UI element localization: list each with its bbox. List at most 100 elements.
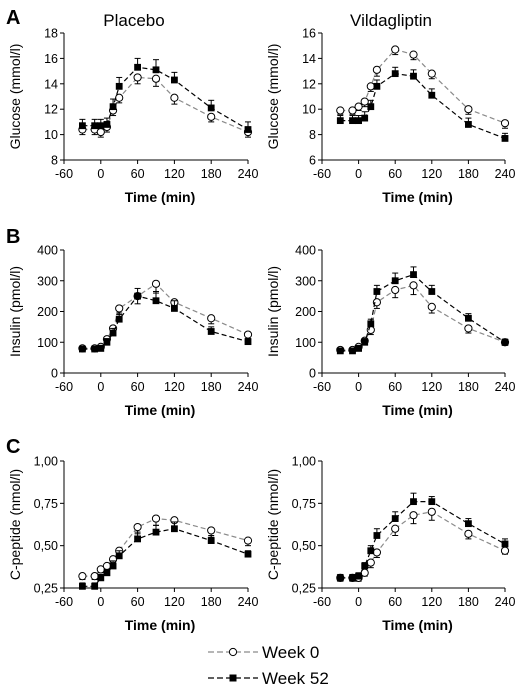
data-point-week0 xyxy=(372,548,381,557)
x-tick-label: 120 xyxy=(421,380,442,394)
data-point-week0 xyxy=(409,281,418,290)
data-point-week52 xyxy=(410,72,417,80)
data-point-week0 xyxy=(207,112,216,121)
data-point-week52 xyxy=(501,338,509,346)
y-tick-label: 100 xyxy=(295,336,316,350)
data-point-week52 xyxy=(501,540,509,548)
data-point-week0 xyxy=(133,522,142,532)
x-tick-label: -60 xyxy=(55,595,73,609)
data-point-week0 xyxy=(366,558,375,567)
x-axis-title: Time (min) xyxy=(125,402,196,418)
data-point-week0 xyxy=(151,74,161,83)
data-point-week52 xyxy=(152,297,160,305)
data-point-week52 xyxy=(91,582,99,590)
x-tick-label: 0 xyxy=(355,380,362,394)
x-tick-label: 180 xyxy=(201,167,222,181)
y-axis-title: Glucose (mmol/l) xyxy=(7,44,23,150)
data-point-week0 xyxy=(90,572,99,581)
data-point-week52 xyxy=(373,82,381,90)
data-point-week0 xyxy=(409,511,418,520)
data-point-week52 xyxy=(79,345,86,353)
data-point-week0 xyxy=(464,105,473,114)
y-tick-label: 400 xyxy=(295,244,316,258)
data-point-week0 xyxy=(102,561,112,571)
data-point-week52 xyxy=(134,63,141,71)
data-point-week52 xyxy=(152,528,160,536)
data-point-week52 xyxy=(79,582,86,590)
x-tick-label: 240 xyxy=(495,380,516,394)
data-point-week0 xyxy=(500,119,510,128)
y-tick-label: 400 xyxy=(37,244,58,258)
x-tick-label: 0 xyxy=(355,167,362,181)
data-point-week0 xyxy=(409,50,418,59)
x-axis-title: Time (min) xyxy=(382,617,453,633)
y-tick-label: 300 xyxy=(295,274,316,288)
data-point-week52 xyxy=(171,76,178,84)
data-point-week0 xyxy=(500,546,510,555)
data-point-week0 xyxy=(243,536,253,545)
chart-a-left: 8 10 12 14 16 18 -60 0 60 120 180 240 Time (min) Gluc… xyxy=(7,27,258,206)
data-point-week52 xyxy=(97,345,105,352)
x-tick-label: 0 xyxy=(355,595,362,609)
y-tick-label: 12 xyxy=(302,77,316,91)
data-point-week0 xyxy=(464,324,473,333)
x-tick-label: 180 xyxy=(458,380,479,394)
x-tick-label: -60 xyxy=(55,167,73,181)
x-tick-label: 240 xyxy=(238,595,259,609)
x-tick-label: 60 xyxy=(388,167,402,181)
series-week52 xyxy=(79,521,252,590)
legend-week52-label: Week 52 xyxy=(262,669,329,687)
y-tick-label: 16 xyxy=(302,27,316,41)
data-point-week52 xyxy=(115,82,123,90)
data-point-week52 xyxy=(391,277,399,285)
x-tick-label: 120 xyxy=(421,167,442,181)
data-point-week52 xyxy=(336,117,344,125)
x-tick-label: 180 xyxy=(458,595,479,609)
y-axis-title: Insulin (pmol/l) xyxy=(265,266,281,357)
data-point-week0 xyxy=(464,529,473,538)
x-tick-label: 60 xyxy=(131,167,145,181)
x-tick-label: 180 xyxy=(458,167,479,181)
chart-c-left: 0,25 0,50 0,75 1,00 -60 0 60 120 180 240 Time (min… xyxy=(7,455,258,634)
x-axis-title: Time (min) xyxy=(382,189,453,205)
x-tick-label: -60 xyxy=(55,380,73,394)
x-tick-label: 0 xyxy=(97,380,104,394)
x-tick-label: 180 xyxy=(201,595,222,609)
y-tick-label: 8 xyxy=(51,154,58,168)
data-point-week0 xyxy=(115,304,124,313)
data-point-week0 xyxy=(207,314,216,323)
data-point-week0 xyxy=(372,65,381,74)
data-point-week52 xyxy=(103,569,111,577)
x-tick-label: 120 xyxy=(164,595,185,609)
column-title-vildagliptin: Vildagliptin xyxy=(350,11,432,30)
data-point-week0 xyxy=(354,102,363,111)
x-tick-label: -60 xyxy=(313,380,331,394)
series-week52 xyxy=(79,57,252,133)
data-point-week0 xyxy=(96,127,105,137)
series-week0 xyxy=(336,45,510,129)
data-point-week0 xyxy=(360,97,369,106)
data-point-week52 xyxy=(410,271,417,278)
data-point-week52 xyxy=(428,91,436,99)
y-tick-label: 1,00 xyxy=(34,455,58,469)
x-tick-label: 60 xyxy=(388,380,402,394)
legend-week0-label: Week 0 xyxy=(262,643,319,662)
y-tick-label: 0,25 xyxy=(292,582,316,596)
y-tick-label: 0,75 xyxy=(34,497,58,511)
legend: Week 0 Week 52 xyxy=(208,643,329,687)
y-tick-label: 200 xyxy=(295,305,316,319)
data-point-week0 xyxy=(427,69,436,78)
data-point-week52 xyxy=(367,320,375,328)
data-point-week52 xyxy=(349,117,356,125)
data-point-week52 xyxy=(97,122,105,130)
legend-week52-marker xyxy=(229,674,237,682)
y-tick-label: 100 xyxy=(37,336,58,350)
data-point-week52 xyxy=(336,347,344,355)
data-point-week52 xyxy=(244,550,252,558)
data-point-week52 xyxy=(79,122,86,130)
y-tick-label: 200 xyxy=(37,305,58,319)
data-point-week52 xyxy=(373,288,381,295)
data-point-week52 xyxy=(361,562,369,570)
y-tick-label: 10 xyxy=(44,128,58,142)
